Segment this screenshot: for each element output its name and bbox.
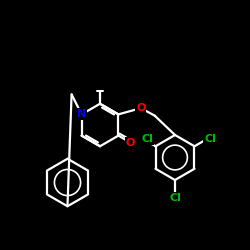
Text: O: O	[126, 138, 135, 147]
Text: N: N	[77, 110, 86, 120]
Text: Cl: Cl	[142, 134, 153, 144]
Text: Cl: Cl	[169, 193, 181, 203]
Text: Cl: Cl	[204, 134, 216, 144]
Text: O: O	[136, 103, 145, 113]
